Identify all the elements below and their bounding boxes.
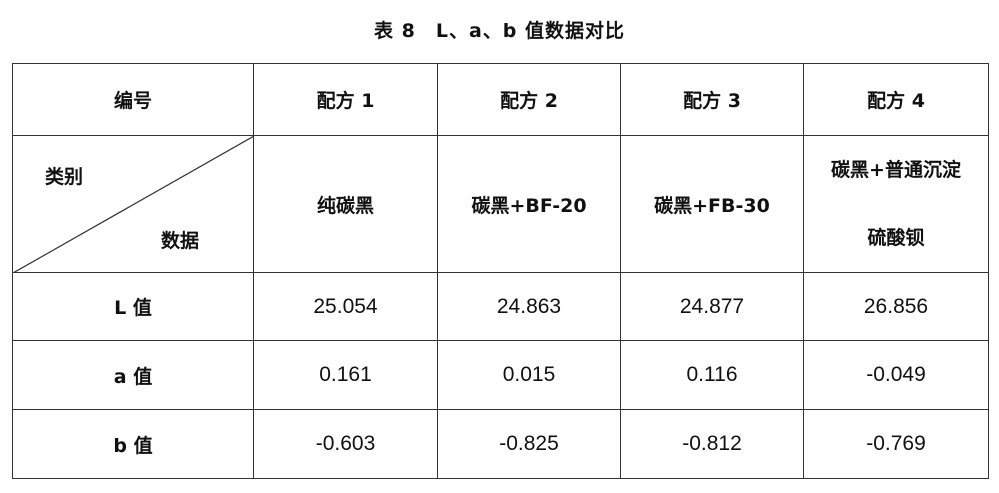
table-row: a 值 0.161 0.015 0.116 -0.049 [12,340,989,410]
category-cell: 纯碳黑 [253,135,438,273]
diagonal-header-cell: 类别 数据 [12,135,254,273]
category-cell: 碳黑+普通沉淀 硫酸钡 [803,135,989,273]
table-title: 表 8 L、a、b 值数据对比 [374,20,625,42]
table-row: L 值 25.054 24.863 24.877 26.856 [12,272,989,341]
header-cell: 配方 4 [803,63,989,136]
category-label: 类别 [45,166,84,188]
value-cell: 26.856 [803,272,989,341]
header-cell: 配方 3 [620,63,804,136]
diagonal-line [13,136,254,273]
header-row: 编号 配方 1 配方 2 配方 3 配方 4 [12,63,989,136]
table-row: b 值 -0.603 -0.825 -0.812 -0.769 [12,409,989,479]
header-cell: 配方 1 [253,63,438,136]
category-line-2: 硫酸钡 [867,227,925,249]
value-cell: -0.769 [803,409,989,479]
row-label: b 值 [12,409,254,479]
header-cell: 配方 2 [437,63,621,136]
value-cell: -0.603 [253,409,438,479]
data-table: 编号 配方 1 配方 2 配方 3 配方 4 类别 数据 纯碳黑 碳黑+BF-2… [12,63,989,479]
value-cell: 0.015 [437,340,621,410]
category-row: 类别 数据 纯碳黑 碳黑+BF-20 碳黑+FB-30 碳黑+普通沉淀 硫酸钡 [12,135,989,273]
value-cell: -0.049 [803,340,989,410]
data-label: 数据 [161,230,200,252]
category-cell: 碳黑+FB-30 [620,135,804,273]
row-label: L 值 [12,272,254,341]
value-cell: 24.863 [437,272,621,341]
value-cell: -0.812 [620,409,804,479]
category-cell: 碳黑+BF-20 [437,135,621,273]
value-cell: 0.116 [620,340,804,410]
row-label: a 值 [12,340,254,410]
value-cell: 24.877 [620,272,804,341]
header-cell-number: 编号 [12,63,254,136]
category-line-1: 碳黑+普通沉淀 [831,159,961,181]
value-cell: 0.161 [253,340,438,410]
value-cell: 25.054 [253,272,438,341]
value-cell: -0.825 [437,409,621,479]
